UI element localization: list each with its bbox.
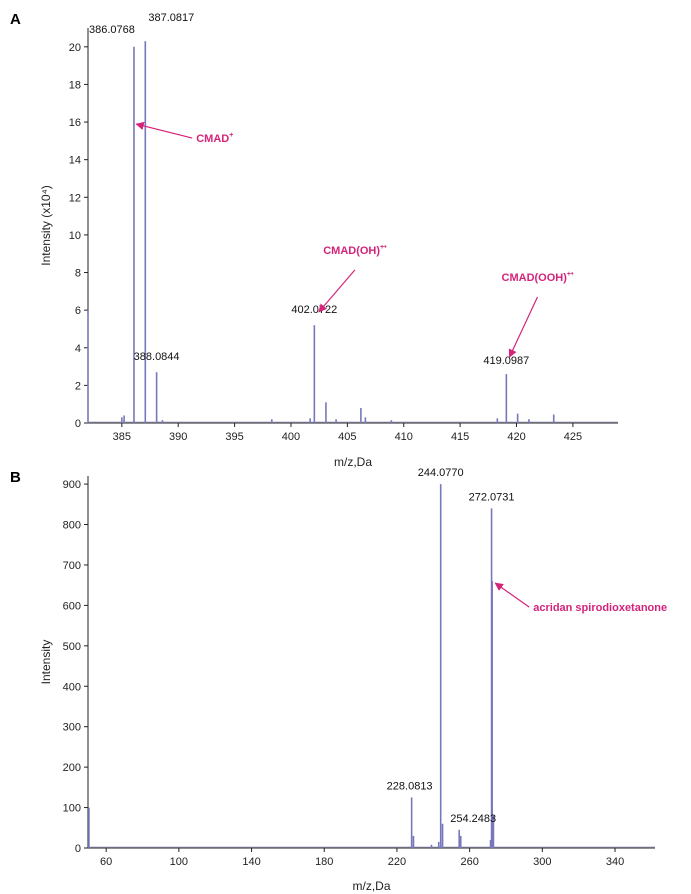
annotation-label: acridan spirodioxetanone xyxy=(533,602,667,614)
peak-label: 228.0813 xyxy=(387,780,433,792)
y-tick-label: 8 xyxy=(75,268,81,280)
y-tick-label: 2 xyxy=(75,380,81,392)
x-tick-label: 420 xyxy=(507,431,525,443)
annotation-superscript: +• xyxy=(567,271,574,278)
x-tick-label: 140 xyxy=(242,856,260,868)
peak-label: 419.0987 xyxy=(483,355,529,367)
peak-label: 387.0817 xyxy=(148,12,194,24)
panel-letter: A xyxy=(10,11,21,28)
panel-a: A 0 2 4 6 8 10 12 14 16 18 20 385 390 395 400 405 410 415 4… xyxy=(10,11,618,469)
y-tick-label: 14 xyxy=(69,155,81,167)
peak-label: 272.0731 xyxy=(469,491,515,503)
y-tick-label: 100 xyxy=(63,803,81,815)
y-axis-label: Intensity (x10⁴) xyxy=(39,185,53,266)
panel-b: B 0 100 200 300 400 500 600 700 800 900 60 100 140 180… xyxy=(10,467,667,893)
y-tick-label: 0 xyxy=(75,418,81,430)
y-tick-label: 500 xyxy=(63,641,81,653)
annotation-arrow xyxy=(508,296,539,358)
y-tick-label: 600 xyxy=(63,600,81,612)
y-tick-label: 200 xyxy=(63,762,81,774)
x-tick-label: 260 xyxy=(460,856,478,868)
y-tick-label: 900 xyxy=(63,479,81,491)
annotation-arrow xyxy=(494,582,530,608)
y-tick-label: 6 xyxy=(75,305,81,317)
peak-label: 254.2483 xyxy=(450,813,496,825)
annotation-label: CMAD(OH)+• xyxy=(323,244,387,257)
panel-letter: B xyxy=(10,469,21,486)
y-tick-label: 800 xyxy=(63,520,81,532)
y-tick-label: 10 xyxy=(69,230,81,242)
y-axis-label: Intensity xyxy=(39,640,53,685)
x-axis-label: m/z,Da xyxy=(352,879,390,893)
annotation-superscript: + xyxy=(229,132,233,139)
y-tick-label: 20 xyxy=(69,42,81,54)
y-tick-label: 0 xyxy=(75,843,81,855)
peak-label: 244.0770 xyxy=(418,467,464,479)
x-tick-label: 395 xyxy=(225,431,243,443)
x-tick-label: 390 xyxy=(169,431,187,443)
peak-label: 388.0844 xyxy=(134,351,180,363)
annotation-label: CMAD(OOH)+• xyxy=(502,271,574,284)
y-tick-label: 4 xyxy=(75,343,81,355)
x-tick-label: 100 xyxy=(170,856,188,868)
annotation-arrow xyxy=(135,121,193,139)
peak-label: 386.0768 xyxy=(89,24,135,36)
x-tick-label: 220 xyxy=(388,856,406,868)
peak-label: 402.0722 xyxy=(291,304,337,316)
annotation-arrow xyxy=(318,269,356,313)
x-tick-label: 410 xyxy=(395,431,413,443)
x-tick-label: 405 xyxy=(338,431,356,443)
y-tick-label: 16 xyxy=(69,117,81,129)
annotation-superscript: +• xyxy=(380,244,387,251)
x-tick-label: 400 xyxy=(282,431,300,443)
x-tick-label: 60 xyxy=(100,856,112,868)
y-tick-label: 18 xyxy=(69,79,81,91)
x-tick-label: 415 xyxy=(451,431,469,443)
y-tick-label: 300 xyxy=(63,722,81,734)
y-tick-label: 700 xyxy=(63,560,81,572)
y-tick-label: 12 xyxy=(69,192,81,204)
x-tick-label: 300 xyxy=(533,856,551,868)
x-tick-label: 340 xyxy=(606,856,624,868)
x-axis-label: m/z,Da xyxy=(334,455,372,469)
x-tick-label: 180 xyxy=(315,856,333,868)
x-tick-label: 385 xyxy=(113,431,131,443)
x-tick-label: 425 xyxy=(564,431,582,443)
y-tick-label: 400 xyxy=(63,681,81,693)
annotation-label: CMAD+ xyxy=(196,132,233,145)
